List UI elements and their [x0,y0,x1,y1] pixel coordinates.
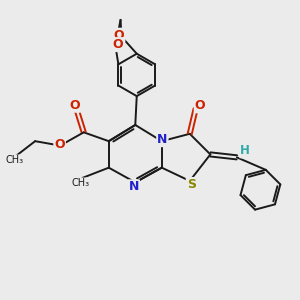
Text: H: H [240,144,250,158]
Text: O: O [114,29,124,42]
Text: S: S [187,178,196,191]
Text: CH₃: CH₃ [5,155,24,165]
Text: O: O [112,38,123,51]
Text: O: O [54,139,65,152]
Text: O: O [70,99,80,112]
Text: O: O [195,99,206,112]
Text: CH₃: CH₃ [72,178,90,188]
Text: N: N [157,133,168,146]
Text: N: N [129,180,139,193]
